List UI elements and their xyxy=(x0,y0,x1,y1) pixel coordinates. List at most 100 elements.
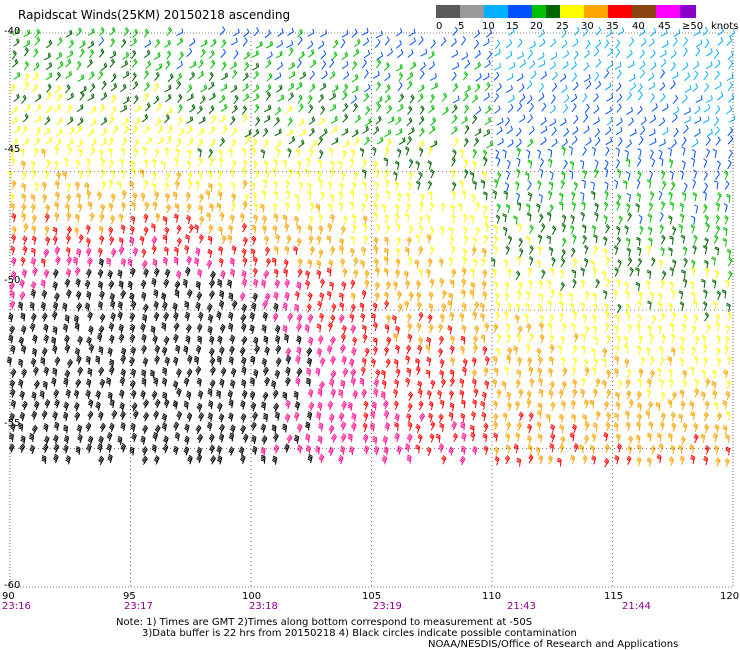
wind-barb xyxy=(100,203,106,214)
wind-barb-feather xyxy=(335,85,338,90)
wind-barb-feather xyxy=(333,92,336,97)
wind-barb xyxy=(282,214,288,224)
wind-barb xyxy=(682,47,688,57)
wind-barb-feather xyxy=(628,91,632,96)
wind-barb-feather xyxy=(703,205,707,209)
wind-barb-feather xyxy=(451,158,455,163)
wind-barb xyxy=(187,137,194,146)
wind-barb xyxy=(374,38,381,48)
wind-barb-feather xyxy=(628,212,632,216)
wind-barb xyxy=(197,147,202,158)
wind-barb xyxy=(320,190,325,201)
wind-barb-shaft xyxy=(188,41,196,47)
wind-barb-feather xyxy=(231,203,235,208)
wind-barb xyxy=(307,28,315,37)
wind-barb xyxy=(615,39,621,49)
wind-barb-shaft xyxy=(639,150,642,158)
wind-barb-feather xyxy=(712,148,717,152)
wind-barb-feather xyxy=(537,235,542,239)
wind-barb-feather xyxy=(214,38,217,43)
wind-barb xyxy=(321,60,327,70)
wind-barb-feather xyxy=(477,29,481,34)
wind-barb-feather xyxy=(706,38,710,43)
wind-barb-feather xyxy=(22,238,26,242)
wind-barb-feather xyxy=(648,203,653,208)
wind-barb xyxy=(265,59,272,69)
wind-barb-feather xyxy=(477,83,481,88)
wind-barb-shaft xyxy=(528,106,534,113)
wind-barb xyxy=(539,38,546,48)
wind-barb-feather xyxy=(724,214,729,219)
wind-barb-feather xyxy=(22,248,27,252)
wind-barb-feather xyxy=(455,82,459,87)
wind-barb-feather xyxy=(54,204,59,208)
wind-barb-feather xyxy=(282,217,287,221)
wind-barb-feather xyxy=(637,172,641,176)
wind-barb-feather xyxy=(570,216,575,220)
wind-barb xyxy=(384,84,391,94)
wind-barb-feather xyxy=(213,92,216,97)
wind-barb-shaft xyxy=(561,88,568,94)
wind-barb-feather xyxy=(113,73,117,78)
wind-barb-feather xyxy=(104,62,108,67)
wind-barb-feather xyxy=(98,150,103,154)
wind-barb-feather xyxy=(73,229,78,233)
wind-barb-feather xyxy=(232,192,236,197)
wind-barb-feather xyxy=(189,84,193,89)
wind-barb xyxy=(528,102,534,113)
wind-barb-feather xyxy=(199,216,204,221)
wind-barb-feather xyxy=(90,48,95,53)
wind-barb xyxy=(375,192,380,203)
wind-barb-feather xyxy=(311,84,315,89)
wind-barb-feather xyxy=(285,201,290,205)
wind-barb-feather xyxy=(222,236,226,240)
wind-barb-feather xyxy=(543,60,546,65)
wind-barb-feather xyxy=(472,150,477,154)
wind-barb xyxy=(713,234,719,244)
wind-barb-feather xyxy=(522,51,524,56)
wind-barb-feather xyxy=(123,138,127,143)
wind-barb xyxy=(253,203,258,213)
wind-barb-feather xyxy=(492,189,497,193)
wind-barb-feather xyxy=(383,157,388,160)
wind-barb-feather xyxy=(119,159,124,163)
wind-barb-feather xyxy=(363,236,367,240)
wind-barb-feather xyxy=(264,140,268,144)
wind-barb-feather xyxy=(60,60,64,65)
wind-barb-feather xyxy=(122,39,126,44)
wind-barb xyxy=(712,148,717,158)
wind-barb-feather xyxy=(174,157,179,161)
wind-barb-feather xyxy=(396,237,401,242)
wind-barb-feather xyxy=(633,74,636,79)
wind-barb-feather xyxy=(415,160,420,164)
wind-barb-shaft xyxy=(538,151,542,159)
wind-barb-feather xyxy=(326,235,331,238)
wind-barb-feather xyxy=(587,39,591,44)
wind-barb xyxy=(547,148,553,158)
wind-barb-feather xyxy=(422,140,425,145)
wind-barb-feather xyxy=(321,105,326,110)
wind-barb xyxy=(304,168,310,178)
legend-label: ≥50 xyxy=(682,21,704,32)
wind-barb-feather xyxy=(199,106,202,111)
wind-barb-feather xyxy=(200,138,204,143)
wind-barb xyxy=(694,128,701,137)
wind-barb-feather xyxy=(112,51,115,56)
wind-barb-feather xyxy=(46,213,50,217)
wind-barb-feather xyxy=(702,191,707,194)
wind-barb-feather xyxy=(68,104,73,109)
wind-barb xyxy=(508,61,516,70)
wind-barb-feather xyxy=(458,181,463,184)
wind-barb xyxy=(288,71,296,79)
wind-barb-feather xyxy=(669,158,674,162)
wind-barb xyxy=(395,63,403,72)
wind-barb-feather xyxy=(568,146,573,149)
wind-barb xyxy=(207,170,213,180)
wind-barb-feather xyxy=(318,228,322,232)
wind-barb-feather xyxy=(41,149,46,153)
wind-barb xyxy=(574,26,580,36)
wind-barb xyxy=(219,211,225,222)
wind-barb xyxy=(55,71,61,81)
wind-barb xyxy=(79,85,87,94)
wind-barb xyxy=(581,201,586,211)
